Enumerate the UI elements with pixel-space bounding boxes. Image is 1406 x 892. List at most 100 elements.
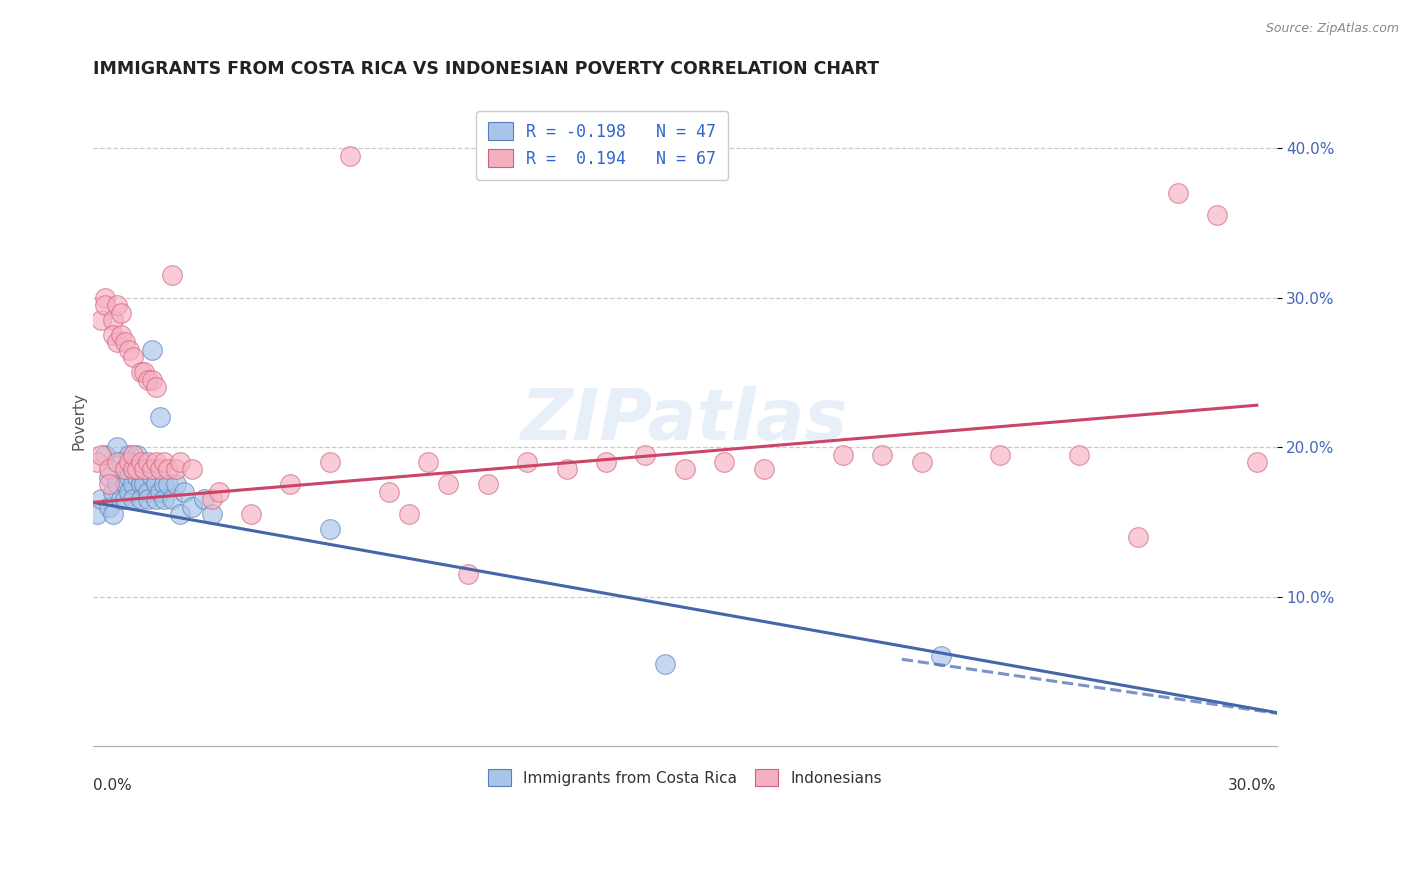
Point: [595, 455, 617, 469]
Point: [90, 313, 112, 327]
Point: [121, 448, 143, 462]
Point: [516, 455, 538, 469]
Point: [239, 508, 262, 522]
Point: [94, 298, 117, 312]
Point: [125, 462, 148, 476]
Point: [418, 455, 440, 469]
Point: [160, 492, 183, 507]
Point: [105, 440, 128, 454]
Point: [319, 522, 342, 536]
Point: [990, 448, 1012, 462]
Point: [169, 508, 191, 522]
Text: ZIPatlas: ZIPatlas: [522, 386, 849, 456]
Point: [1069, 448, 1091, 462]
Point: [165, 462, 187, 476]
Point: [149, 484, 172, 499]
Point: [101, 508, 124, 522]
Point: [153, 477, 176, 491]
Point: [125, 470, 148, 484]
Point: [86, 508, 108, 522]
Point: [114, 462, 136, 476]
Point: [134, 462, 156, 476]
Point: [110, 328, 132, 343]
Point: [870, 448, 893, 462]
Point: [94, 448, 117, 462]
Point: [94, 291, 117, 305]
Point: [145, 455, 167, 469]
Point: [105, 335, 128, 350]
Text: IMMIGRANTS FROM COSTA RICA VS INDONESIAN POVERTY CORRELATION CHART: IMMIGRANTS FROM COSTA RICA VS INDONESIAN…: [93, 60, 879, 78]
Point: [138, 373, 160, 387]
Point: [125, 448, 148, 462]
Point: [121, 462, 143, 476]
Point: [141, 343, 163, 357]
Point: [145, 380, 167, 394]
Point: [97, 470, 120, 484]
Point: [141, 373, 163, 387]
Point: [831, 448, 853, 462]
Legend: Immigrants from Costa Rica, Indonesians: Immigrants from Costa Rica, Indonesians: [479, 762, 890, 794]
Point: [121, 351, 143, 365]
Point: [97, 477, 120, 491]
Point: [457, 567, 479, 582]
Point: [1246, 455, 1268, 469]
Point: [138, 492, 160, 507]
Point: [110, 492, 132, 507]
Point: [654, 657, 676, 671]
Point: [160, 268, 183, 282]
Point: [200, 492, 222, 507]
Point: [398, 508, 420, 522]
Point: [1128, 530, 1150, 544]
Point: [180, 462, 202, 476]
Point: [165, 477, 187, 491]
Point: [121, 462, 143, 476]
Point: [101, 328, 124, 343]
Point: [114, 335, 136, 350]
Point: [378, 484, 401, 499]
Point: [634, 448, 657, 462]
Point: [157, 477, 180, 491]
Point: [929, 649, 952, 664]
Point: [105, 298, 128, 312]
Point: [153, 492, 176, 507]
Point: [180, 500, 202, 514]
Y-axis label: Poverty: Poverty: [72, 392, 86, 450]
Point: [149, 410, 172, 425]
Point: [114, 492, 136, 507]
Point: [157, 462, 180, 476]
Point: [110, 455, 132, 469]
Point: [118, 484, 141, 499]
Point: [129, 455, 152, 469]
Point: [118, 470, 141, 484]
Point: [129, 477, 152, 491]
Point: [129, 492, 152, 507]
Point: [1206, 208, 1229, 222]
Point: [141, 470, 163, 484]
Point: [105, 455, 128, 469]
Point: [110, 305, 132, 319]
Point: [145, 492, 167, 507]
Point: [105, 477, 128, 491]
Point: [149, 462, 172, 476]
Point: [101, 313, 124, 327]
Point: [101, 484, 124, 499]
Point: [90, 448, 112, 462]
Point: [193, 492, 215, 507]
Point: [97, 500, 120, 514]
Point: [118, 455, 141, 469]
Point: [121, 477, 143, 491]
Point: [208, 484, 231, 499]
Text: Source: ZipAtlas.com: Source: ZipAtlas.com: [1265, 22, 1399, 36]
Point: [673, 462, 696, 476]
Point: [910, 455, 932, 469]
Point: [121, 492, 143, 507]
Point: [90, 492, 112, 507]
Point: [114, 477, 136, 491]
Point: [138, 455, 160, 469]
Point: [114, 462, 136, 476]
Point: [129, 365, 152, 379]
Point: [1167, 186, 1189, 200]
Point: [319, 455, 342, 469]
Point: [752, 462, 775, 476]
Point: [200, 508, 222, 522]
